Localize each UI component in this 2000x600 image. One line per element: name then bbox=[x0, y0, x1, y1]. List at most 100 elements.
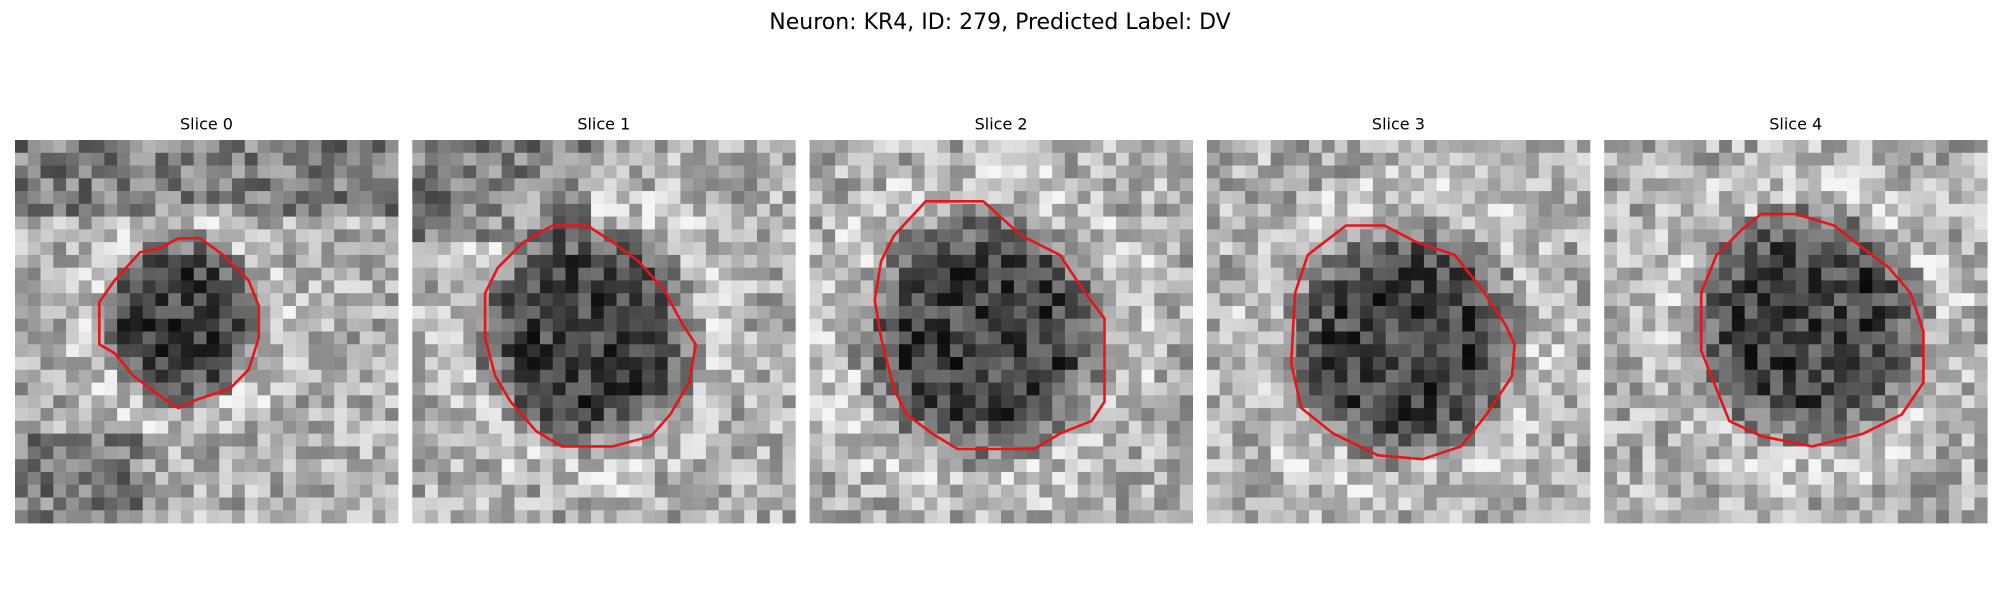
pixel bbox=[168, 305, 182, 320]
pixel bbox=[321, 229, 335, 243]
pixel bbox=[1936, 446, 1950, 460]
pixel bbox=[1538, 216, 1552, 230]
pixel bbox=[1719, 446, 1733, 460]
pixel bbox=[437, 357, 451, 371]
pixel bbox=[257, 280, 271, 294]
pixel bbox=[835, 395, 849, 409]
pixel bbox=[1500, 420, 1514, 435]
pixel bbox=[1321, 242, 1335, 256]
pixel bbox=[988, 229, 1002, 243]
pixel bbox=[1013, 178, 1028, 192]
pixel bbox=[1834, 331, 1848, 345]
pixel bbox=[129, 216, 144, 230]
pixel bbox=[1961, 357, 1975, 371]
pixel bbox=[962, 344, 976, 358]
pixel bbox=[975, 459, 989, 473]
pixel bbox=[1616, 357, 1631, 371]
pixel bbox=[27, 331, 41, 345]
pixel bbox=[1655, 267, 1669, 281]
pixel bbox=[898, 497, 913, 511]
pixel bbox=[270, 203, 284, 217]
pixel bbox=[1795, 165, 1809, 179]
pixel bbox=[809, 203, 823, 217]
pixel bbox=[232, 408, 246, 422]
pixel bbox=[616, 191, 630, 205]
pixel bbox=[1026, 331, 1040, 345]
pixel bbox=[1436, 420, 1450, 435]
pixel bbox=[642, 280, 656, 294]
pixel bbox=[232, 433, 246, 447]
pixel bbox=[1039, 152, 1053, 166]
pixel bbox=[1564, 369, 1578, 383]
pixel bbox=[1449, 216, 1463, 230]
pixel bbox=[769, 420, 783, 435]
pixel bbox=[1731, 191, 1746, 205]
pixel bbox=[1782, 305, 1797, 320]
pixel bbox=[1167, 318, 1181, 332]
pixel bbox=[1154, 280, 1168, 294]
pixel bbox=[232, 293, 246, 307]
pixel bbox=[1270, 178, 1284, 192]
pixel bbox=[219, 229, 233, 243]
pixel bbox=[1719, 471, 1733, 486]
pixel bbox=[1372, 510, 1387, 524]
pixel bbox=[1897, 140, 1911, 154]
pixel bbox=[565, 203, 579, 217]
pixel bbox=[718, 293, 732, 307]
pixel bbox=[1270, 395, 1284, 409]
pixel bbox=[591, 382, 605, 396]
pixel bbox=[642, 408, 656, 422]
pixel bbox=[501, 369, 515, 383]
pixel bbox=[334, 203, 348, 217]
pixel bbox=[616, 318, 630, 332]
pixel bbox=[1795, 420, 1809, 435]
pixel bbox=[1013, 318, 1028, 332]
pixel bbox=[501, 293, 515, 307]
pixel bbox=[1270, 229, 1284, 243]
pixel bbox=[1936, 229, 1950, 243]
pixel bbox=[565, 420, 579, 435]
pixel bbox=[1154, 459, 1168, 473]
pixel bbox=[1296, 305, 1310, 320]
pixel bbox=[705, 254, 720, 269]
pixel bbox=[1731, 357, 1746, 371]
pixel bbox=[1885, 395, 1899, 409]
pixel bbox=[1923, 267, 1937, 281]
pixel bbox=[346, 178, 361, 192]
pixel bbox=[1154, 305, 1168, 320]
pixel bbox=[718, 140, 732, 154]
pixel bbox=[629, 510, 643, 524]
pixel bbox=[705, 408, 720, 422]
pixel bbox=[718, 510, 732, 524]
pixel bbox=[117, 293, 131, 307]
pixel bbox=[53, 191, 67, 205]
pixel bbox=[705, 293, 720, 307]
pixel bbox=[769, 395, 783, 409]
pixel bbox=[975, 280, 989, 294]
pixel bbox=[1577, 140, 1591, 154]
pixel bbox=[565, 267, 579, 281]
pixel bbox=[155, 344, 169, 358]
pixel bbox=[66, 254, 80, 269]
pixel bbox=[1270, 203, 1284, 217]
pixel bbox=[552, 408, 566, 422]
pixel bbox=[718, 484, 732, 498]
pixel bbox=[1616, 305, 1631, 320]
pixel bbox=[1655, 408, 1669, 422]
pixel bbox=[667, 178, 681, 192]
pixel bbox=[334, 484, 348, 498]
pixel bbox=[1629, 165, 1643, 179]
pixel bbox=[91, 408, 105, 422]
pixel bbox=[744, 165, 758, 179]
pixel bbox=[193, 305, 207, 320]
pixel bbox=[1974, 178, 1988, 192]
pixel bbox=[283, 331, 297, 345]
pixel bbox=[1526, 331, 1540, 345]
pixel bbox=[359, 267, 373, 281]
pixel bbox=[860, 471, 874, 486]
pixel bbox=[1974, 382, 1988, 396]
pixel bbox=[1179, 510, 1193, 524]
pixel bbox=[1128, 191, 1142, 205]
pixel bbox=[680, 510, 694, 524]
pixel bbox=[117, 267, 131, 281]
